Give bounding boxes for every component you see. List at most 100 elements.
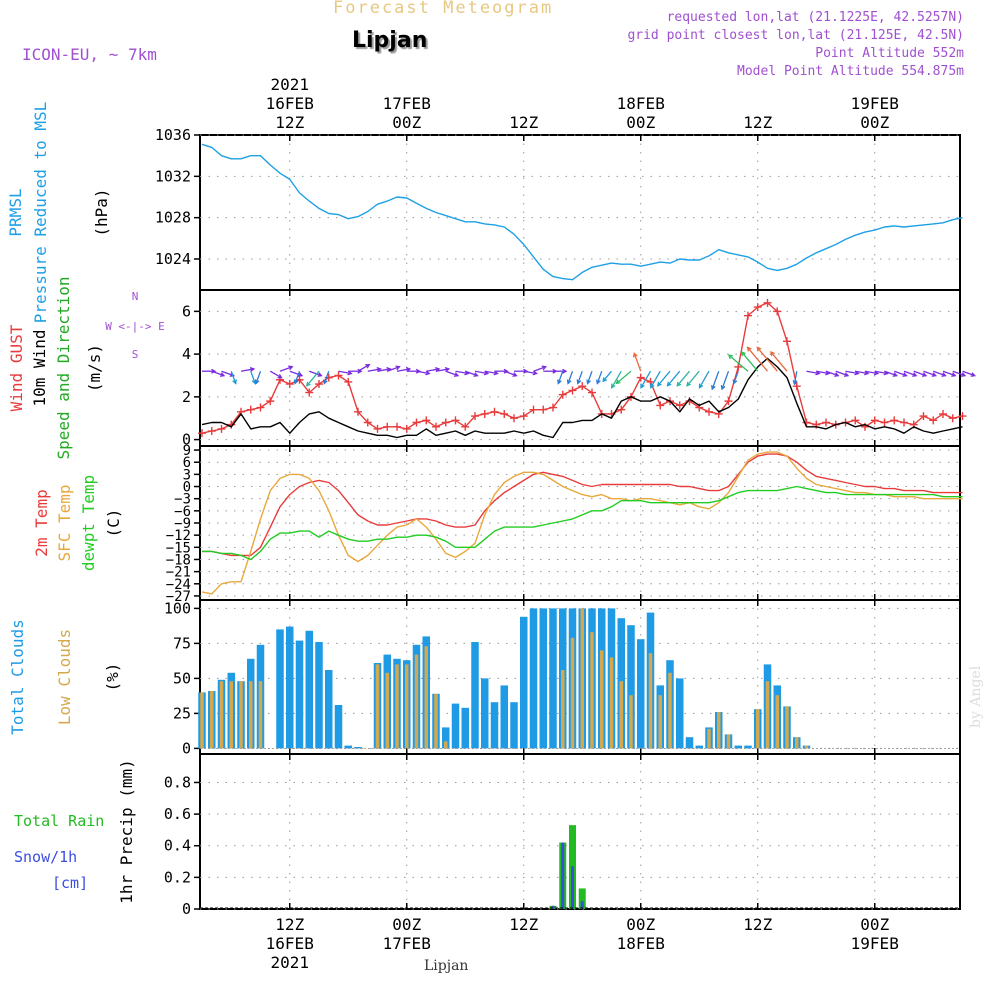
wind-gust-marker	[870, 416, 879, 425]
temperature-ytick-label: −21	[166, 565, 191, 581]
temperature-ytick-label: −9	[174, 516, 191, 532]
wind-arrow-head	[249, 367, 256, 372]
wind-arrow-head	[541, 365, 547, 371]
wind-gust-marker	[461, 422, 470, 431]
wind-arrow-shaft	[650, 370, 661, 388]
wind-arrow-shaft	[721, 370, 730, 390]
wind-arrow-head	[288, 365, 294, 371]
wind-arrow-shaft	[733, 370, 739, 384]
pressure-ytick-label: 1036	[155, 126, 191, 144]
wind-arrow-shaft	[894, 370, 907, 377]
low-cloud-bar	[707, 728, 711, 749]
low-cloud-bar	[200, 692, 204, 749]
wind-arrow-head	[633, 352, 638, 358]
low-cloud-bar	[434, 693, 438, 749]
wind-arrow	[323, 370, 330, 385]
wind-arrow-head	[611, 383, 616, 389]
wind-arrow-head	[770, 351, 775, 357]
wind-gust-marker	[783, 337, 791, 346]
wind-arrow-shaft	[884, 370, 897, 377]
wind-arrow-head	[970, 372, 976, 377]
wind-arrow-head	[586, 379, 591, 385]
time-label-bottom: 00Z	[860, 915, 889, 934]
temperature-series-2	[202, 485, 963, 561]
temperature-ytick-label: −6	[174, 504, 191, 520]
wind-arrow	[305, 370, 320, 387]
wind-series-1	[201, 357, 963, 439]
wind-gust-marker	[958, 412, 967, 421]
wind-gust-marker	[948, 414, 957, 423]
wind-arrow-shaft	[874, 370, 888, 375]
model-altitude: Model Point Altitude 554.875m	[737, 64, 964, 79]
wind-arrow	[445, 370, 460, 377]
clouds-ytick-label: 50	[173, 669, 191, 687]
low-cloud-bar	[249, 681, 253, 749]
wind-arrow	[676, 370, 690, 387]
point-altitude: Point Altitude 552m	[815, 46, 964, 61]
wind-arrow	[756, 346, 778, 372]
wind-arrow	[240, 367, 256, 372]
pressure-series-0	[201, 143, 963, 281]
wind-ytick-label: 4	[182, 345, 191, 363]
wind-gust-marker	[510, 414, 518, 423]
compass-north: N	[132, 290, 139, 303]
wind-arrow-head	[562, 368, 568, 374]
wind-gust-marker	[929, 416, 938, 425]
wind-gust-marker	[851, 416, 860, 425]
wind-arrow-shaft	[377, 368, 391, 372]
wind-gust-marker	[441, 418, 450, 427]
wind-gust-marker	[402, 424, 411, 433]
wind-arrow	[913, 370, 928, 377]
wind-gust-marker	[753, 303, 762, 312]
wind-arrow-shaft	[445, 370, 459, 377]
wind-arrow-shaft	[367, 368, 381, 372]
footer-location: Lipjan	[424, 958, 469, 974]
wind-gust-marker	[207, 427, 216, 436]
wind-arrow-head	[425, 370, 431, 376]
total-cloud-bar	[695, 745, 703, 749]
wind-arrow-head	[720, 385, 726, 391]
low-cloud-bar	[658, 695, 662, 749]
low-cloud-bar	[444, 741, 448, 749]
wind-gust-marker	[939, 409, 947, 418]
wind-arrow-shaft	[711, 370, 720, 390]
legend-total-rain: Total Rain	[14, 812, 104, 830]
wind-arrow-shaft	[962, 370, 975, 377]
wind-arrow-shaft	[676, 370, 690, 387]
low-cloud-bar	[590, 632, 594, 749]
total-cloud-bar	[451, 703, 460, 749]
wind-arrow	[884, 370, 898, 377]
wind-arrow	[504, 370, 518, 377]
wind-arrow-head	[656, 381, 662, 387]
wind-arrow	[533, 365, 547, 372]
wind-arrow-head	[756, 346, 762, 352]
wind-gust-marker	[500, 409, 509, 418]
wind-gust-marker	[724, 397, 733, 406]
total-cloud-bar	[520, 616, 528, 749]
wind-gust-marker	[588, 388, 596, 397]
time-label-bottom: 16FEB	[266, 934, 314, 953]
total-cloud-bar	[295, 640, 304, 749]
wind-arrow-head	[615, 379, 621, 385]
wind-gust-marker	[432, 422, 440, 431]
time-label-bottom: 2021	[270, 953, 309, 972]
wind-arrow-head	[305, 381, 311, 387]
wind-arrow	[387, 365, 401, 372]
wind-arrow-head	[960, 372, 967, 377]
wind-arrow	[825, 370, 840, 377]
wind-arrow-head	[686, 381, 691, 387]
low-cloud-bar	[648, 653, 653, 749]
total-cloud-bar	[354, 747, 362, 749]
snow-bar	[551, 905, 555, 909]
pressure-ylabel: Pressure Reduced to MSL	[31, 102, 50, 324]
wind-arrow-head	[512, 372, 518, 377]
wind-arrow-head	[211, 368, 217, 374]
wind-arrow	[720, 370, 730, 391]
time-label-top: 00Z	[860, 113, 889, 132]
wind-arrow-head	[365, 364, 371, 369]
total-cloud-bar	[305, 630, 313, 749]
wind-gust-marker	[412, 418, 421, 427]
wind-arrow-shaft	[845, 370, 859, 375]
total-cloud-bar	[481, 678, 489, 749]
